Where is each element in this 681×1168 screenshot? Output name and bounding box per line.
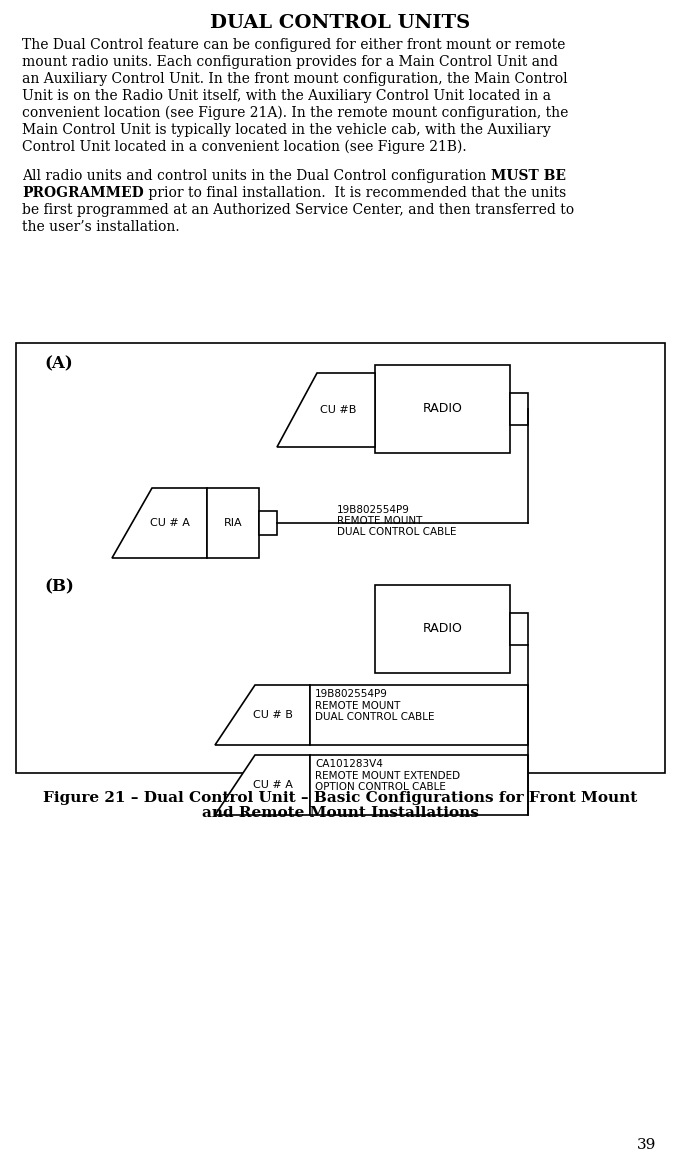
Text: All radio units and control units in the Dual Control configuration: All radio units and control units in the… [22,169,491,183]
Text: Unit is on the Radio Unit itself, with the Auxiliary Control Unit located in a: Unit is on the Radio Unit itself, with t… [22,89,551,103]
Bar [375,585,510,673]
Text: (A): (A) [44,355,73,371]
Text: CU #B: CU #B [320,405,356,415]
Polygon shape [277,373,375,447]
Text: the user’s installation.: the user’s installation. [22,220,180,234]
Text: and Remote Mount Installations: and Remote Mount Installations [202,806,479,820]
Text: 19B802554P9: 19B802554P9 [337,505,410,515]
Text: OPTION CONTROL CABLE: OPTION CONTROL CABLE [315,783,446,792]
Text: CU # B: CU # B [253,710,292,719]
Text: DUAL CONTROL CABLE: DUAL CONTROL CABLE [315,712,434,722]
Text: 19B802554P9: 19B802554P9 [315,689,388,698]
Text: MUST BE: MUST BE [491,169,566,183]
Text: be first programmed at an Authorized Service Center, and then transferred to: be first programmed at an Authorized Ser… [22,203,574,217]
Bar [310,684,528,745]
Bar [207,488,259,558]
Text: Control Unit located in a convenient location (see Figure 21B).: Control Unit located in a convenient loc… [22,140,466,154]
Bar [16,343,665,773]
Text: (B): (B) [44,578,74,595]
Polygon shape [112,488,207,558]
Bar [310,755,528,815]
Text: DUAL CONTROL CABLE: DUAL CONTROL CABLE [337,527,456,537]
Bar [510,392,528,425]
Text: RADIO: RADIO [423,403,462,416]
Text: convenient location (see Figure 21A). In the remote mount configuration, the: convenient location (see Figure 21A). In… [22,106,569,120]
Polygon shape [215,684,310,745]
Text: 39: 39 [637,1138,656,1152]
Polygon shape [215,755,310,815]
Text: PROGRAMMED: PROGRAMMED [22,186,144,200]
Bar [510,613,528,645]
Text: CU # A: CU # A [253,780,292,790]
Text: RADIO: RADIO [423,623,462,635]
Text: REMOTE MOUNT EXTENDED: REMOTE MOUNT EXTENDED [315,771,460,781]
Bar [259,512,277,535]
Bar [375,364,510,453]
Text: mount radio units. Each configuration provides for a Main Control Unit and: mount radio units. Each configuration pr… [22,55,558,69]
Text: prior to final installation.  It is recommended that the units: prior to final installation. It is recom… [144,186,566,200]
Text: Figure 21 – Dual Control Unit – Basic Configurations for Front Mount: Figure 21 – Dual Control Unit – Basic Co… [43,791,637,805]
Text: CU # A: CU # A [150,517,189,528]
Text: Main Control Unit is typically located in the vehicle cab, with the Auxiliary: Main Control Unit is typically located i… [22,123,551,137]
Text: RIA: RIA [223,517,242,528]
Text: an Auxiliary Control Unit. In the front mount configuration, the Main Control: an Auxiliary Control Unit. In the front … [22,72,568,86]
Text: DUAL CONTROL UNITS: DUAL CONTROL UNITS [210,14,470,32]
Text: REMOTE MOUNT: REMOTE MOUNT [337,516,422,526]
Text: CA101283V4: CA101283V4 [315,759,383,769]
Text: The Dual Control feature can be configured for either front mount or remote: The Dual Control feature can be configur… [22,39,565,53]
Text: REMOTE MOUNT: REMOTE MOUNT [315,701,400,711]
